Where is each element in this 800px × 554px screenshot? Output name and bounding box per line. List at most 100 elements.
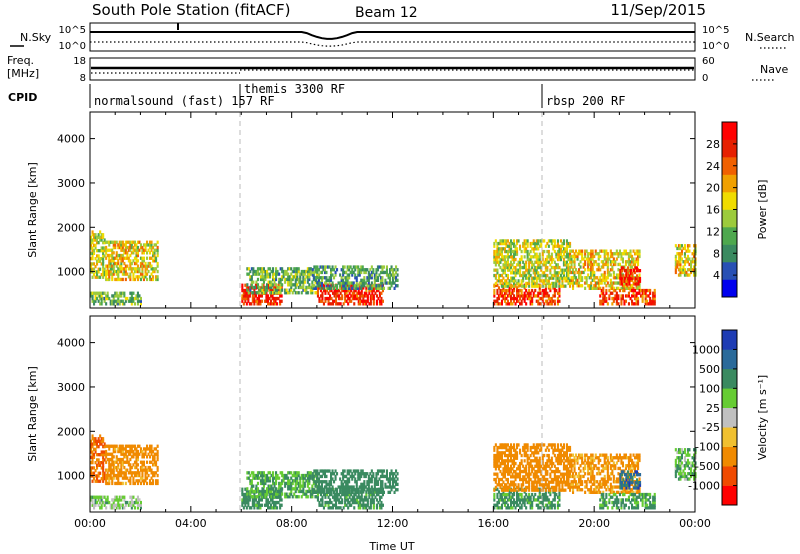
power-echo-cell: [252, 280, 255, 284]
power-echo-cell: [513, 281, 516, 286]
power-echo-cell: [573, 265, 576, 269]
power-echo-cell: [559, 247, 562, 251]
power-echo-cell: [123, 248, 126, 252]
power-echo-cell: [496, 260, 499, 264]
power-echo-cell: [529, 294, 532, 298]
power-echo-cell: [513, 288, 516, 293]
power-echo-cell: [276, 272, 279, 276]
velocity-echo-cell: [535, 461, 538, 466]
velocity-echo-cell: [540, 477, 543, 482]
power-echo-cell: [337, 281, 340, 285]
power-echo-cell: [629, 288, 632, 293]
velocity-echo-cell: [340, 480, 343, 484]
power-echo-cell: [288, 280, 291, 284]
velocity-echo-cell: [526, 445, 529, 450]
power-echo-cell: [375, 268, 378, 272]
frequency-panel-frame: [89, 57, 696, 81]
velocity-echo-cell: [127, 449, 130, 454]
power-echo-cell: [334, 265, 337, 269]
power-echo-cell: [141, 269, 144, 274]
power-echo-cell: [565, 255, 568, 259]
power-echo-cell: [582, 257, 585, 261]
power-echo-cell: [581, 254, 584, 259]
velocity-echo-cell: [252, 484, 255, 488]
power-echo-cell: [510, 271, 513, 275]
power-echo-cell: [602, 294, 605, 298]
velocity-echo-cell: [111, 455, 114, 459]
velocity-echo-cell: [136, 495, 139, 499]
velocity-echo-cell: [534, 451, 537, 455]
power-echo-cell: [284, 272, 287, 276]
power-echo-cell: [319, 288, 322, 293]
power-echo-cell: [523, 294, 526, 298]
velocity-echo-cell: [121, 460, 124, 464]
power-echo-cell: [112, 240, 115, 244]
velocity-echo-cell: [375, 506, 378, 510]
velocity-echo-cell: [281, 481, 284, 486]
power-echo-cell: [605, 252, 608, 256]
velocity-echo-cell: [328, 469, 331, 473]
power-echo-cell: [550, 239, 553, 243]
power-echo-cell: [146, 256, 149, 260]
power-echo-cell: [506, 276, 509, 280]
velocity-echo-cell: [520, 485, 523, 490]
power-echo-cell: [572, 268, 575, 272]
power-echo-cell: [620, 286, 623, 290]
power-echo-cell: [606, 281, 609, 285]
power-echo-cell: [132, 272, 135, 276]
power-echo-cell: [258, 285, 261, 290]
velocity-echo-cell: [547, 490, 550, 494]
power-echo-cell: [393, 281, 396, 285]
velocity-echo-cell: [514, 483, 517, 487]
power-echo-cell: [360, 265, 363, 269]
power-echo-cell: [532, 255, 535, 259]
power-echo-cell: [532, 239, 535, 243]
velocity-echo-cell: [520, 461, 523, 466]
power-echo-cell: [269, 285, 272, 290]
power-echo-cell: [562, 247, 565, 251]
power-echo-cell: [516, 281, 519, 286]
power-echo-cell: [538, 276, 541, 280]
power-echo-cell: [496, 271, 499, 275]
velocity-echo-cell: [375, 482, 378, 486]
velocity-echo-cell: [372, 506, 375, 510]
power-echo-cell: [114, 243, 117, 247]
velocity-echo-cell: [105, 506, 108, 510]
velocity-echo-cell: [97, 453, 100, 457]
velocity-echo-cell: [378, 469, 381, 473]
power-echo-cell: [552, 257, 555, 262]
power-echo-cell: [540, 296, 543, 301]
power-echo-cell: [97, 270, 100, 274]
velocity-echo-cell: [99, 439, 102, 443]
velocity-echo-cell: [253, 489, 256, 494]
power-echo-cell: [102, 246, 105, 250]
velocity-echo-cell: [331, 485, 334, 489]
velocity-echo-cell: [522, 477, 525, 482]
power-echo-cell: [632, 302, 635, 306]
power-echo-cell: [550, 252, 553, 256]
power-echo-cell: [369, 286, 372, 290]
power-echo-cell: [124, 272, 127, 276]
velocity-echo-cell: [269, 471, 272, 475]
power-echo-cell: [130, 296, 133, 301]
power-echo-cell: [395, 276, 398, 280]
velocity-echo-cell: [517, 472, 520, 476]
velocity-echo-cell: [136, 498, 139, 502]
power-echo-cell: [352, 281, 355, 285]
power-echo-cell: [91, 299, 94, 303]
power-echo-cell: [529, 255, 532, 259]
power-echo-cell: [142, 277, 145, 282]
power-echo-cell: [520, 273, 523, 278]
power-echo-cell: [360, 278, 363, 282]
velocity-echo-cell: [376, 472, 379, 476]
power-echo-cell: [505, 273, 508, 278]
power-echo-cell: [558, 255, 561, 259]
power-echo-cell: [556, 271, 559, 275]
velocity-echo-cell: [294, 476, 297, 480]
power-echo-cell: [510, 302, 513, 306]
velocity-echo-cell: [261, 495, 264, 499]
power-echo-cell: [106, 277, 109, 282]
power-echo-cell: [330, 296, 333, 301]
power-echo-cell: [299, 272, 302, 276]
velocity-echo-cell: [309, 473, 312, 478]
